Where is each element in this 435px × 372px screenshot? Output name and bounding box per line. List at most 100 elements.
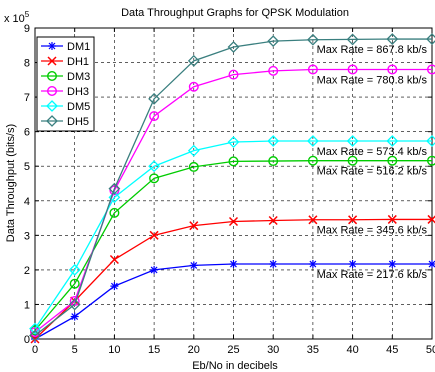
data-point-dh1-d2	[149, 230, 159, 240]
data-point-dm1-d2	[190, 261, 198, 269]
data-point-dm1	[388, 260, 397, 269]
x-axis-label: Eb/No in decibels	[192, 360, 278, 372]
data-point-dm5	[108, 191, 121, 204]
data-point-dh5	[29, 329, 41, 342]
data-point-dm1	[150, 265, 159, 274]
data-point-dm1	[229, 260, 238, 269]
max-rate-annotation: Max Rate = 573.4 kb/s	[317, 146, 428, 158]
data-point-dh1-d2	[308, 215, 318, 225]
data-point-dh5	[306, 33, 319, 46]
y-tick-label: 6	[24, 127, 30, 139]
y-tick-label: 5	[24, 161, 30, 173]
legend-label: DH1	[67, 56, 89, 68]
plot-frame	[34, 27, 433, 340]
data-point-dm3	[307, 155, 318, 166]
legend-marker-d2	[48, 42, 56, 50]
data-point-dm1	[269, 260, 278, 269]
x-tick-label: 50	[426, 344, 435, 356]
series-dm3	[30, 155, 435, 336]
legend: DM1 DH1 DM3 DH3 DM5 DH5	[36, 36, 95, 132]
data-point-dh5	[108, 182, 121, 195]
y-tick-label: 7	[24, 92, 30, 104]
data-point-dh5	[386, 33, 399, 45]
data-point-dm5	[68, 263, 81, 276]
x-tick-label: 10	[108, 344, 120, 356]
legend-label: DH3	[67, 86, 89, 98]
y-tick-label: 1	[24, 299, 30, 311]
max-rate-annotation: Max Rate = 516.2 kb/s	[317, 166, 428, 178]
data-point-dm5	[306, 135, 319, 147]
y-axis-label: Data Throughput (bits/s)	[5, 124, 17, 242]
y-exponent-label: x 105	[4, 10, 30, 25]
data-point-dh1	[348, 215, 358, 225]
x-tick-label: 20	[188, 344, 200, 356]
y-tick-label: 3	[24, 230, 30, 242]
series-line-dh5	[34, 38, 432, 337]
data-point-dh1-d2	[348, 215, 358, 225]
legend-item-dh3: DH3	[41, 85, 89, 98]
data-point-dh5	[227, 41, 240, 53]
data-point-dh1	[308, 215, 318, 225]
legend-label: DH5	[67, 116, 89, 128]
series-dm5	[29, 135, 435, 335]
data-point-dm1	[189, 261, 198, 270]
legend-label: DM3	[67, 71, 90, 83]
data-point-dh3	[149, 111, 160, 122]
data-point-dh3	[268, 65, 279, 76]
legend-item-dm5: DM5	[41, 100, 90, 113]
x-tick-label: 0	[32, 344, 38, 356]
x-tick-label: 35	[307, 344, 319, 356]
legend-item-dh1: DH1	[41, 56, 89, 68]
data-point-dm5	[426, 135, 435, 147]
legend-label: DM5	[67, 101, 90, 113]
data-point-dm3	[347, 155, 358, 166]
y-exponent-power: 5	[25, 10, 30, 19]
data-point-dh1	[228, 216, 239, 227]
y-tick-label: 2	[24, 265, 30, 277]
data-point-dm3	[69, 278, 80, 289]
data-point-dh5	[68, 298, 81, 311]
legend-marker	[46, 100, 58, 112]
data-point-dm5	[386, 135, 399, 147]
data-point-dm5	[29, 322, 41, 335]
series-line-dm5	[34, 140, 432, 329]
data-point-dm3	[268, 156, 279, 167]
data-point-dm3	[149, 173, 160, 184]
data-point-dm1-d2	[269, 260, 277, 268]
data-point-dm5	[267, 135, 280, 147]
data-point-dm1-d2	[230, 260, 237, 268]
legend-marker	[47, 85, 58, 96]
legend-marker-d2	[47, 56, 57, 66]
data-point-dm1	[308, 260, 317, 269]
chart-title: Data Throughput Graphs for QPSK Modulati…	[121, 7, 349, 19]
data-point-dh1	[149, 230, 159, 240]
legend-marker	[47, 70, 58, 81]
data-point-dh3	[109, 185, 120, 196]
data-point-dm3	[427, 155, 435, 166]
data-point-dm1	[110, 282, 119, 291]
y-tick-label: 0	[24, 334, 30, 346]
data-point-dm5	[346, 135, 359, 147]
data-point-dh5	[267, 35, 280, 48]
data-point-dm1-d2	[150, 266, 158, 274]
x-tick-label: 25	[227, 344, 239, 356]
data-point-dh3	[307, 64, 318, 75]
data-point-dm1	[428, 260, 435, 269]
data-point-dm1-d2	[349, 260, 357, 268]
data-point-dm1-d2	[71, 313, 79, 320]
legend-item-dm1: DM1	[41, 41, 90, 53]
legend-item-dm3: DM3	[41, 70, 90, 83]
data-point-dh1-d2	[228, 216, 239, 227]
data-point-dm1-d2	[428, 260, 435, 268]
max-rate-annotation: Max Rate = 867.8 kb/s	[317, 44, 428, 56]
plot-area: 051015202530354045500123456789Max Rate =…	[24, 23, 435, 356]
y-tick-label: 8	[24, 58, 30, 70]
data-point-dm5	[148, 160, 161, 173]
data-point-dh1	[268, 215, 278, 226]
data-point-dh3	[427, 64, 435, 75]
legend-marker	[48, 42, 56, 50]
legend-item-dh5: DH5	[41, 115, 89, 128]
max-rate-annotation: Max Rate = 217.6 kb/s	[317, 269, 428, 281]
